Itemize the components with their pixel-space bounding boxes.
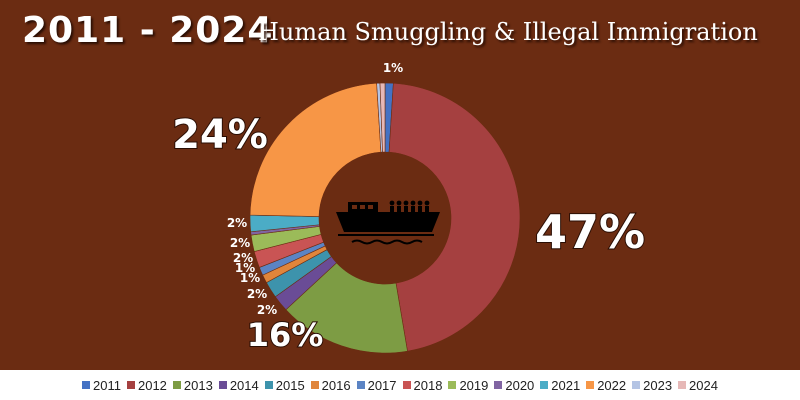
legend-label: 2019 (459, 377, 489, 393)
legend-item-2011: 2011 (82, 378, 121, 393)
legend-label: 2021 (551, 377, 581, 393)
chart-subtitle: Human Smuggling & Illegal Immigration (258, 18, 758, 46)
legend-label: 2023 (643, 377, 673, 393)
legend-label: 2017 (367, 377, 397, 393)
data-label-2016: 1% (240, 271, 260, 285)
data-label-2018: 2% (233, 251, 253, 265)
legend-item-2018: 2018 (402, 377, 443, 393)
legend-item-2021: 2021 (540, 378, 580, 393)
legend-item-2020: 2020 (494, 378, 534, 393)
legend-swatch (310, 381, 319, 389)
legend-item-2013: 2013 (172, 377, 213, 393)
data-label-2022: 24% (172, 112, 268, 158)
legend-swatch (82, 381, 91, 389)
legend-label: 2015 (275, 377, 305, 393)
legend-item-2017: 2017 (356, 377, 397, 393)
legend-label: 2011 (93, 377, 121, 393)
legend-item-2014: 2014 (218, 377, 259, 393)
legend-swatch (172, 381, 181, 389)
data-label-2013: 16% (247, 316, 324, 354)
legend-swatch (264, 381, 273, 389)
chart-title-years: 2011 - 2024 (22, 10, 274, 51)
legend-item-2012: 2012 (126, 377, 167, 393)
data-label-2011: 1% (383, 61, 403, 75)
legend-item-2019: 2019 (448, 378, 488, 393)
data-label-2021: 2% (227, 216, 247, 230)
legend-label: 2014 (229, 377, 259, 393)
boat-with-passengers-icon (319, 152, 451, 284)
legend-label: 2013 (183, 377, 213, 393)
legend-label: 2022 (597, 377, 627, 393)
legend-item-2022: 2022 (586, 378, 626, 393)
legend-swatch (356, 381, 365, 389)
legend-swatch (678, 381, 687, 389)
legend-item-2024: 2024 (678, 378, 718, 393)
legend-swatch (402, 381, 411, 389)
legend-label: 2024 (689, 377, 718, 393)
legend-item-2023: 2023 (632, 378, 672, 393)
legend-label: 2016 (321, 377, 351, 393)
data-label-2014: 2% (257, 303, 277, 317)
data-label-2012: 47% (535, 205, 645, 259)
data-label-2019: 2% (230, 236, 250, 250)
legend-label: 2020 (505, 377, 535, 393)
legend-swatch (218, 381, 227, 389)
legend-swatch (126, 381, 135, 389)
legend-label: 2012 (137, 377, 167, 393)
legend-swatch (586, 381, 595, 389)
legend-swatch (540, 381, 549, 389)
data-label-2015: 2% (247, 287, 267, 301)
legend-item-2016: 2016 (310, 377, 351, 393)
legend-swatch (632, 381, 641, 389)
data-label-2017: 1% (235, 261, 255, 275)
chart-legend: 2011 2012 2013 2014 2015 2016 2017 2018 2019 2020… (0, 370, 800, 400)
legend-swatch (494, 381, 503, 389)
legend-swatch (448, 381, 457, 389)
legend-label: 2018 (413, 377, 443, 393)
legend-item-2015: 2015 (264, 377, 305, 393)
